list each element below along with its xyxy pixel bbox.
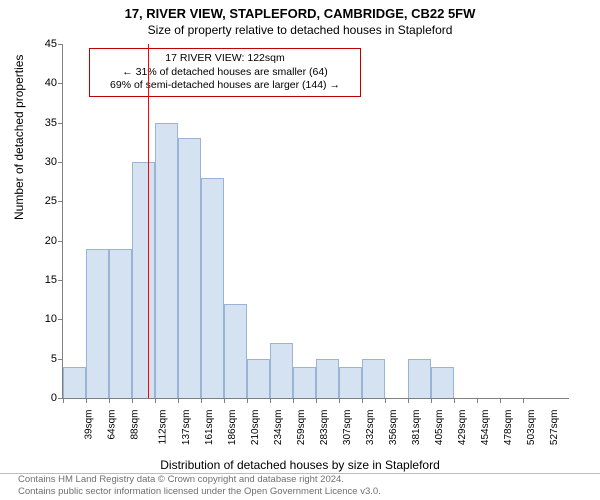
x-tick-mark	[523, 398, 524, 403]
y-tick-label: 10	[45, 313, 57, 325]
x-tick-label: 478sqm	[503, 410, 514, 446]
x-tick-label: 186sqm	[227, 410, 238, 446]
y-tick-mark	[58, 123, 63, 124]
y-tick-mark	[58, 241, 63, 242]
footer-line-1: Contains HM Land Registry data © Crown c…	[18, 474, 381, 486]
histogram-bar	[155, 123, 178, 398]
x-axis-label: Distribution of detached houses by size …	[0, 458, 600, 472]
x-tick-label: 307sqm	[342, 410, 353, 446]
x-tick-label: 381sqm	[411, 410, 422, 446]
y-tick-mark	[58, 359, 63, 360]
x-tick-mark	[339, 398, 340, 403]
histogram-bar	[178, 138, 201, 398]
x-tick-label: 527sqm	[549, 410, 560, 446]
x-tick-label: 234sqm	[273, 410, 284, 446]
x-tick-label: 39sqm	[84, 410, 95, 440]
histogram-bar	[63, 367, 86, 398]
histogram-bar	[339, 367, 362, 398]
x-tick-mark	[109, 398, 110, 403]
histogram-bar	[201, 178, 224, 398]
x-tick-label: 259sqm	[296, 410, 307, 446]
marker-line	[148, 44, 149, 398]
x-tick-mark	[293, 398, 294, 403]
footer-attribution: Contains HM Land Registry data © Crown c…	[18, 474, 381, 498]
histogram-bar	[247, 359, 270, 398]
y-tick-label: 15	[45, 274, 57, 286]
annotation-box: 17 RIVER VIEW: 122sqm ← 31% of detached …	[89, 48, 361, 97]
x-tick-mark	[132, 398, 133, 403]
x-tick-label: 405sqm	[434, 410, 445, 446]
x-tick-mark	[86, 398, 87, 403]
histogram-bar	[408, 359, 431, 398]
histogram-bar	[224, 304, 247, 398]
y-tick-label: 0	[51, 392, 57, 404]
x-tick-label: 112sqm	[157, 410, 168, 445]
y-tick-mark	[58, 83, 63, 84]
y-axis-label: Number of detached properties	[12, 55, 26, 220]
y-tick-label: 45	[45, 38, 57, 50]
chart-subtitle: Size of property relative to detached ho…	[0, 23, 600, 37]
x-tick-label: 137sqm	[181, 410, 192, 446]
x-tick-mark	[454, 398, 455, 403]
x-tick-mark	[431, 398, 432, 403]
histogram-bar	[132, 162, 155, 398]
x-tick-mark	[316, 398, 317, 403]
x-tick-label: 161sqm	[204, 410, 215, 446]
x-tick-label: 283sqm	[319, 410, 330, 446]
histogram-bar	[316, 359, 339, 398]
y-tick-label: 25	[45, 195, 57, 207]
histogram-chart: 17 RIVER VIEW: 122sqm ← 31% of detached …	[62, 44, 569, 399]
x-tick-mark	[201, 398, 202, 403]
annotation-line-2: ← 31% of detached houses are smaller (64…	[96, 66, 354, 80]
x-tick-label: 64sqm	[107, 410, 118, 440]
histogram-bar	[362, 359, 385, 398]
y-tick-label: 5	[51, 353, 57, 365]
y-tick-mark	[58, 319, 63, 320]
x-tick-mark	[270, 398, 271, 403]
x-tick-mark	[408, 398, 409, 403]
histogram-bar	[109, 249, 132, 398]
histogram-bar	[293, 367, 316, 398]
x-tick-mark	[155, 398, 156, 403]
y-tick-label: 40	[45, 77, 57, 89]
y-tick-mark	[58, 201, 63, 202]
chart-title-block: 17, RIVER VIEW, STAPLEFORD, CAMBRIDGE, C…	[0, 0, 600, 37]
x-tick-label: 356sqm	[388, 410, 399, 446]
x-tick-mark	[178, 398, 179, 403]
x-tick-label: 454sqm	[480, 410, 491, 446]
histogram-bar	[270, 343, 293, 398]
x-tick-label: 429sqm	[457, 410, 468, 446]
y-tick-mark	[58, 162, 63, 163]
x-tick-mark	[224, 398, 225, 403]
x-tick-mark	[247, 398, 248, 403]
chart-title: 17, RIVER VIEW, STAPLEFORD, CAMBRIDGE, C…	[0, 6, 600, 21]
y-tick-label: 30	[45, 156, 57, 168]
footer-line-2: Contains public sector information licen…	[18, 486, 381, 498]
x-tick-mark	[477, 398, 478, 403]
x-tick-label: 332sqm	[365, 410, 376, 446]
x-tick-mark	[63, 398, 64, 403]
annotation-line-3: 69% of semi-detached houses are larger (…	[96, 79, 354, 93]
x-tick-mark	[385, 398, 386, 403]
histogram-bar	[86, 249, 109, 398]
histogram-bar	[431, 367, 454, 398]
annotation-line-1: 17 RIVER VIEW: 122sqm	[96, 52, 354, 66]
x-tick-mark	[362, 398, 363, 403]
x-tick-mark	[500, 398, 501, 403]
x-tick-label: 210sqm	[250, 410, 261, 446]
y-tick-label: 20	[45, 235, 57, 247]
x-tick-label: 88sqm	[130, 410, 141, 440]
y-tick-mark	[58, 44, 63, 45]
y-tick-label: 35	[45, 117, 57, 129]
x-tick-label: 503sqm	[526, 410, 537, 446]
y-tick-mark	[58, 280, 63, 281]
